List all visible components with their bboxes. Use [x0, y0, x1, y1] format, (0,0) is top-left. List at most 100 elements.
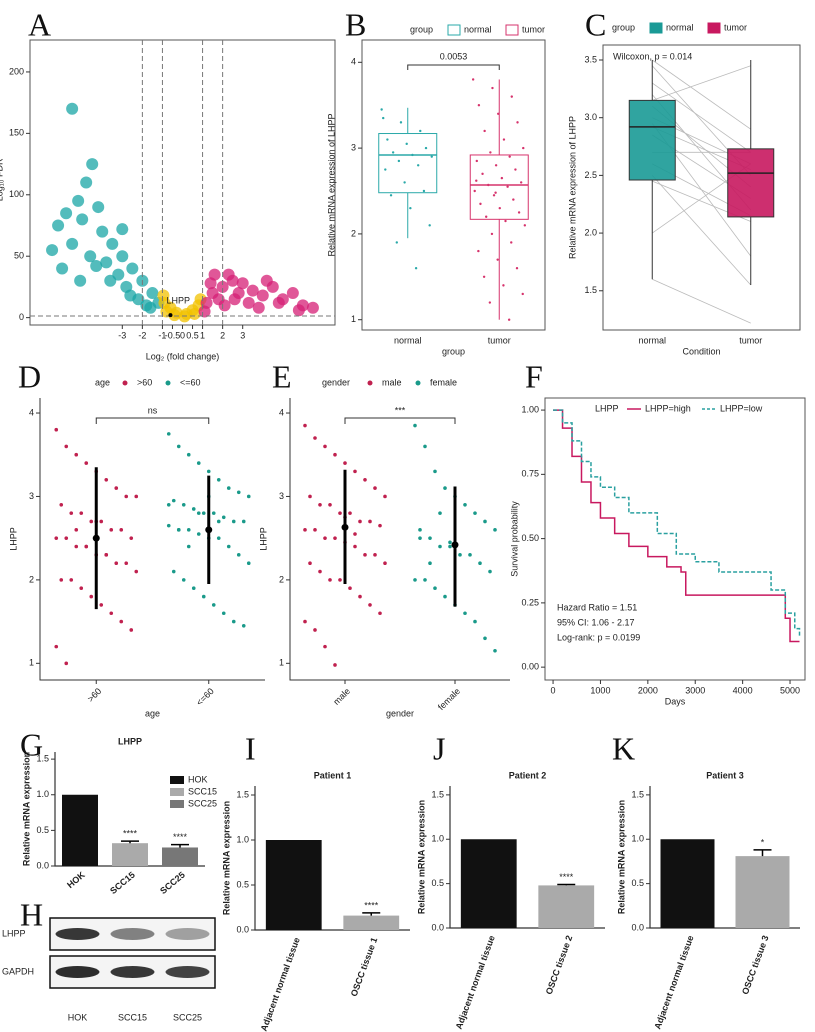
blot-band [55, 966, 100, 978]
point [256, 289, 269, 302]
point [74, 544, 79, 549]
point [508, 155, 511, 158]
point [411, 153, 414, 157]
y-tick-label: 1.5 [36, 754, 49, 764]
point [129, 628, 134, 632]
point [168, 309, 181, 322]
point [323, 444, 327, 449]
legend-label: HOK [188, 774, 208, 784]
point [246, 561, 251, 565]
y-tick-label: 3.5 [584, 54, 597, 64]
point [246, 284, 259, 297]
point [497, 112, 500, 115]
y-tick-label: 200 [9, 66, 24, 76]
x-tick-label: 3000 [685, 685, 705, 695]
legend-title: group [612, 22, 635, 32]
point [471, 78, 475, 81]
y-tick-label: 2.0 [584, 227, 597, 237]
y-tick-label: 1.0 [631, 834, 644, 844]
y-tick-label: 1.5 [236, 789, 249, 799]
point [373, 486, 377, 490]
point [504, 219, 507, 223]
point [443, 486, 447, 490]
x-axis-label: Log₂ (fold change) [146, 351, 220, 361]
point [378, 523, 382, 528]
x-tick-label: 2000 [638, 685, 658, 695]
point [59, 578, 64, 582]
point [92, 201, 105, 214]
point [514, 168, 517, 171]
point [64, 444, 69, 449]
point [481, 172, 484, 176]
legend-title: LHPP [595, 403, 619, 413]
point [186, 544, 191, 549]
point [306, 301, 319, 314]
y-tick-label: 1 [351, 314, 356, 324]
x-tick-label: 0 [180, 330, 185, 340]
legend-swatch [505, 24, 519, 36]
point [124, 494, 129, 499]
point [66, 237, 79, 250]
y-axis-label: Relative mRNA expression [616, 800, 626, 914]
x-tick-label: -2 [138, 330, 146, 340]
bracket [95, 417, 210, 424]
y-tick-label: 4 [279, 407, 284, 417]
point [222, 268, 235, 281]
y-tick-label: 0.5 [431, 878, 444, 888]
point [405, 142, 408, 146]
legend-label: normal [464, 24, 492, 34]
point [303, 423, 307, 428]
panel-letter: F [525, 358, 543, 394]
point [489, 151, 492, 154]
legend-label: tumor [724, 22, 747, 32]
point [260, 274, 273, 287]
point [104, 274, 117, 287]
point [409, 206, 412, 210]
significance: **** [173, 832, 188, 842]
x-tick-label: OSCC tissue 1 [349, 936, 380, 998]
point [188, 307, 201, 320]
point [353, 469, 357, 474]
error-bar [171, 843, 189, 848]
point [424, 146, 428, 150]
y-tick-label: 2 [279, 574, 284, 584]
legend-title: age [95, 377, 110, 387]
point [373, 553, 377, 557]
y-tick-label: 0.5 [36, 825, 49, 835]
point [74, 274, 87, 287]
point [313, 628, 317, 632]
point [144, 301, 157, 314]
plot-frame [544, 397, 806, 681]
y-tick-label: 1.5 [584, 285, 597, 295]
point [473, 511, 477, 515]
point [303, 528, 307, 532]
y-tick-label: 2.5 [584, 170, 597, 180]
point [241, 519, 246, 524]
legend-swatch [170, 776, 184, 784]
point [433, 586, 437, 591]
point [458, 553, 462, 557]
y-tick-label: 0 [19, 312, 24, 322]
point [496, 258, 499, 261]
legend-title: group [410, 24, 433, 34]
axes [39, 398, 265, 681]
point [59, 502, 64, 507]
point [438, 544, 442, 549]
y-tick-label: 0.50 [521, 533, 539, 543]
point [443, 594, 447, 599]
blot-band [165, 928, 210, 940]
point [191, 586, 196, 591]
x-axis-label: Condition [682, 346, 720, 356]
y-tick-label: 0.75 [521, 469, 539, 479]
legend-swatch [170, 788, 184, 796]
legend-title: gender [322, 377, 350, 387]
y-tick-label: 1.0 [36, 789, 49, 799]
point [171, 498, 176, 503]
box [727, 148, 775, 218]
x-tick-label: Adjacent normal tissue [259, 936, 302, 1032]
point [89, 594, 94, 599]
x-tick-label: -1 [158, 330, 166, 340]
point [134, 569, 139, 574]
panel-letter: J [433, 730, 445, 766]
point [383, 561, 387, 565]
